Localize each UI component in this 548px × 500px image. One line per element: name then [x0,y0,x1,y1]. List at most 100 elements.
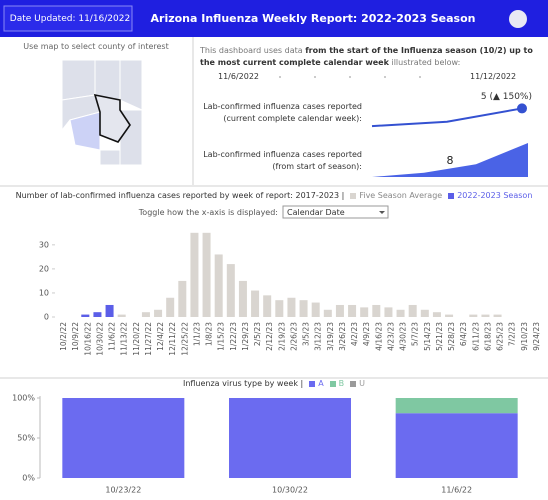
bar-chart-title: Number of lab-confirmed influenza cases … [15,191,345,200]
last-point [517,103,527,114]
y-tick-label: 20 [39,264,49,273]
x-tick-label: 4/16/23 [374,322,383,351]
x-tick-label: 6/11/23 [471,322,480,351]
bar [360,307,369,317]
bar [311,302,320,317]
bar [469,314,478,317]
bar [154,309,163,317]
x-tick-label: 9/24/23 [532,322,541,351]
legend-label: Five Season Average [359,191,443,200]
county[interactable] [119,59,143,111]
x-tick-label: 10/23/22 [105,486,141,495]
x-tick-label: 10/16/22 [83,322,92,356]
bar [178,280,187,317]
info-icon[interactable] [509,10,527,28]
x-tick-label: 2/12/23 [265,322,274,351]
county[interactable] [99,149,121,166]
intro: This dashboard uses data from the start … [200,45,540,69]
x-tick-label: 2/19/23 [277,322,286,351]
bar [299,300,308,317]
current-week-label: Lab-confirmed influenza cases reported (… [203,102,362,123]
bar [105,304,114,317]
bar [396,309,405,317]
bar [238,280,247,317]
bar [445,314,454,317]
bar [214,254,223,317]
county[interactable] [94,59,121,101]
x-tick-label: 4/23/23 [386,322,395,351]
dropdown[interactable] [282,205,389,219]
stack-segment [229,398,351,478]
bar [323,309,332,317]
bar [481,314,490,317]
bar [81,314,90,317]
dot [279,76,281,78]
type-chart-header: Influenza virus type by week | A B U [0,379,548,388]
x-tick-label: 11/6/22 [441,486,472,495]
bar [287,297,296,317]
bar [166,297,175,317]
x-tick-label: 4/9/23 [362,322,371,346]
x-tick-label: 5/14/23 [423,322,432,351]
x-tick-label: 1/1/23 [192,322,201,346]
bar [117,314,126,317]
legend-label: A [318,379,324,388]
x-tick-label: 10/30/22 [95,322,104,356]
dot [384,76,386,78]
bar [348,304,357,317]
x-tick-label: 10/2/22 [59,322,68,351]
intro-bold: from the start of the Influenza season (… [200,46,533,67]
intro-text: This dashboard uses data [200,46,306,55]
selected-county[interactable] [93,93,131,143]
legend-label: U [359,379,366,388]
x-tick-label: 10/9/22 [71,322,80,351]
x-tick-label: 1/22/23 [229,322,238,351]
x-tick-label: 7/2/23 [508,322,517,346]
x-tick-label: 1/15/23 [217,322,226,351]
x-tick-label: 2/5/23 [253,322,262,346]
bar [493,314,502,317]
legend-swatch [350,380,357,387]
date-box [3,5,133,32]
legend-label: 2022-2023 Season [457,191,533,200]
legend-swatch [350,192,357,199]
dropdown-arrow[interactable] [379,211,385,214]
bar [372,304,381,317]
type-chart-title: Influenza virus type by week | [182,379,304,388]
date-dots [279,76,421,78]
bar [93,312,102,317]
x-tick-label: 9/10/23 [520,322,529,351]
dot [314,76,316,78]
x-tick-label: 3/26/23 [338,322,347,351]
x-tick-label: 4/2/23 [350,322,359,346]
area [372,143,528,177]
start-date: 11/6/2022 [218,72,260,81]
county[interactable] [61,59,96,101]
county-map[interactable] [61,59,143,166]
bar [335,304,344,317]
intro-text: illustrated below: [388,58,461,67]
x-tick-label: 4/30/23 [399,322,408,351]
sparkline [371,107,523,128]
x-tick-label: 6/25/23 [496,322,505,351]
x-tick-label: 11/27/22 [144,322,153,356]
dropdown-value[interactable]: Calendar Date [287,208,345,217]
x-tick-label: 5/21/23 [435,322,444,351]
x-tick-label: 11/20/22 [132,322,141,356]
y-tick-label: 100% [12,394,35,403]
x-tick-label: 5/28/23 [447,322,456,351]
bar [226,264,235,317]
x-tick-label: 5/7/23 [411,322,420,346]
map-instruction: Use map to select county of interest [23,42,169,51]
legend-label: B [338,379,345,388]
bar [384,307,393,317]
y-tick-label: 10 [39,288,49,297]
stack-segment [395,413,518,478]
bar [251,290,260,317]
y-tick-label: 0% [22,474,35,483]
x-tick-label: 12/4/22 [156,322,165,351]
legend-swatch [309,380,316,387]
x-tick-label: 1/8/23 [205,322,214,346]
x-tick-label: 6/18/23 [483,322,492,351]
